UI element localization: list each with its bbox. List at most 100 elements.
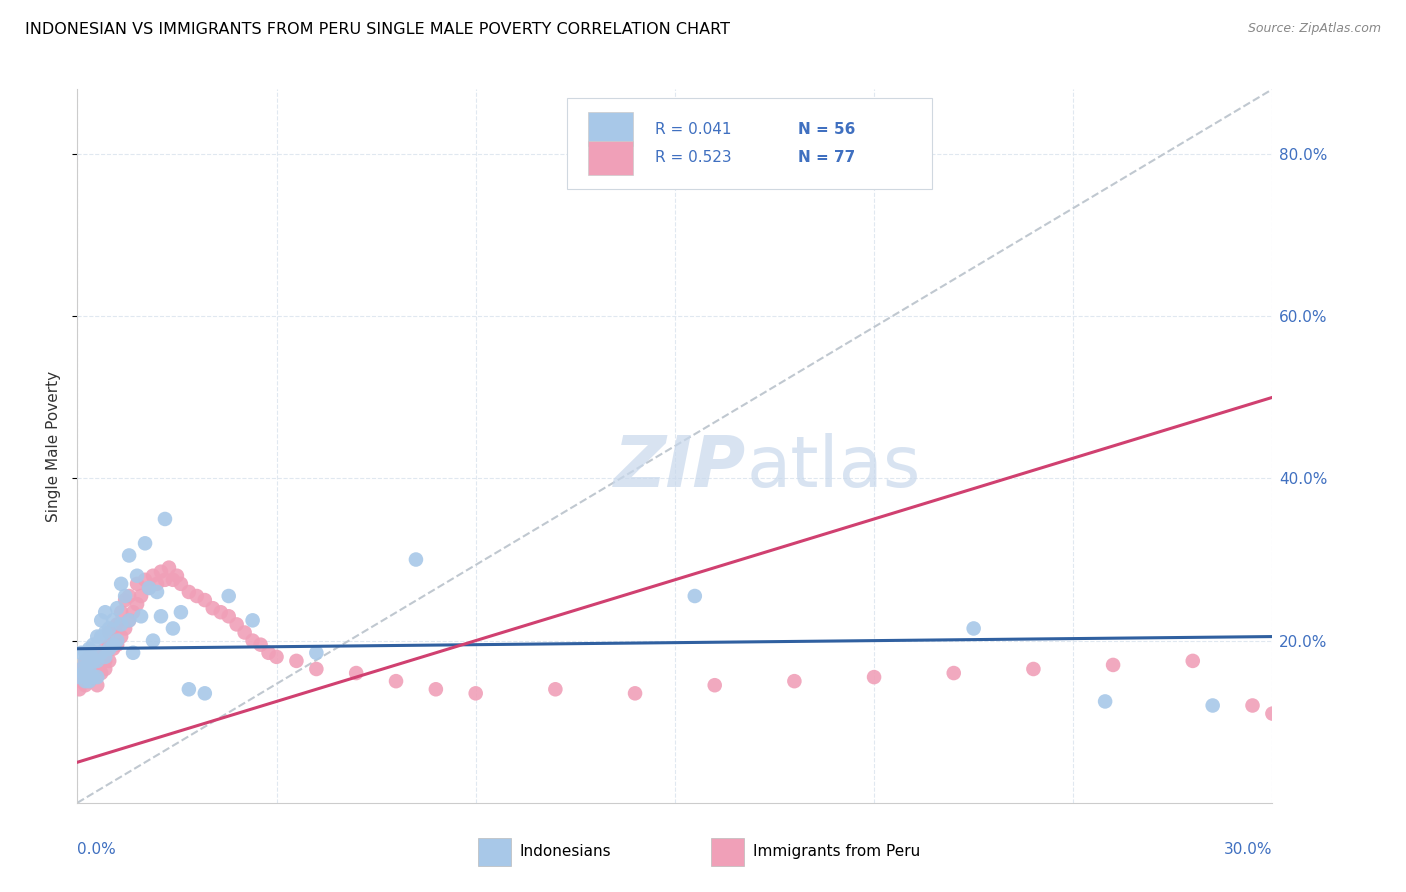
Point — [150, 565, 173, 579]
Point — [134, 573, 156, 587]
Point — [94, 641, 117, 656]
Point — [94, 605, 117, 619]
Point — [122, 605, 145, 619]
Point — [105, 601, 128, 615]
Point — [157, 560, 180, 574]
Point — [94, 649, 117, 664]
Point — [118, 589, 141, 603]
Point — [82, 638, 104, 652]
Point — [242, 613, 264, 627]
Point — [67, 682, 90, 697]
Point — [201, 601, 224, 615]
Point — [90, 666, 112, 681]
Point — [79, 649, 101, 664]
Point — [242, 633, 264, 648]
Point — [162, 622, 184, 636]
Point — [72, 666, 94, 681]
Point — [127, 577, 149, 591]
Text: R = 0.523: R = 0.523 — [655, 150, 731, 165]
Point — [209, 605, 232, 619]
Point — [79, 662, 101, 676]
Point — [134, 536, 156, 550]
Point — [70, 662, 93, 676]
Point — [82, 654, 104, 668]
Point — [783, 674, 806, 689]
Point — [150, 609, 173, 624]
Text: N = 56: N = 56 — [799, 121, 855, 136]
Point — [86, 654, 108, 668]
Point — [94, 625, 117, 640]
Point — [110, 617, 132, 632]
Point — [186, 589, 208, 603]
Bar — [478, 838, 512, 865]
Point — [110, 630, 132, 644]
Point — [1202, 698, 1225, 713]
Point — [153, 512, 176, 526]
Point — [90, 646, 112, 660]
Point — [1022, 662, 1045, 676]
Point — [67, 670, 90, 684]
Point — [75, 666, 97, 681]
Point — [129, 589, 152, 603]
Point — [344, 666, 367, 681]
Point — [114, 622, 136, 636]
Point — [103, 613, 124, 627]
Point — [127, 597, 149, 611]
Point — [153, 573, 176, 587]
Point — [218, 609, 240, 624]
Point — [405, 552, 427, 566]
Text: ZIP: ZIP — [614, 433, 747, 502]
Point — [233, 625, 256, 640]
Point — [1261, 706, 1284, 721]
Point — [94, 654, 117, 668]
Point — [75, 646, 97, 660]
Point — [98, 654, 121, 668]
Point — [194, 686, 217, 700]
Bar — [588, 141, 633, 175]
Point — [72, 670, 94, 684]
Point — [177, 585, 200, 599]
Bar — [711, 838, 744, 865]
Point — [98, 641, 121, 656]
Point — [863, 670, 886, 684]
Point — [385, 674, 408, 689]
Text: Immigrants from Peru: Immigrants from Peru — [752, 844, 920, 859]
Point — [98, 622, 121, 636]
Point — [162, 573, 184, 587]
Point — [1181, 654, 1204, 668]
Point — [464, 686, 486, 700]
Point — [75, 678, 97, 692]
Point — [98, 638, 121, 652]
Point — [177, 682, 200, 697]
Point — [544, 682, 567, 697]
Point — [114, 593, 136, 607]
Point — [82, 646, 104, 660]
Point — [70, 674, 93, 689]
Point — [122, 646, 145, 660]
Text: 0.0%: 0.0% — [77, 842, 117, 857]
Point — [963, 622, 986, 636]
Point — [86, 670, 108, 684]
Point — [146, 585, 169, 599]
Point — [118, 613, 141, 627]
Point — [75, 674, 97, 689]
Point — [76, 657, 98, 672]
Point — [79, 674, 101, 689]
Point — [624, 686, 647, 700]
Point — [103, 638, 124, 652]
FancyBboxPatch shape — [568, 98, 932, 189]
Point — [82, 670, 104, 684]
Point — [118, 613, 141, 627]
Point — [79, 662, 101, 676]
Point — [86, 678, 108, 692]
Point — [75, 654, 97, 668]
Point — [86, 630, 108, 644]
Point — [266, 649, 288, 664]
Point — [194, 593, 217, 607]
Point — [82, 670, 104, 684]
Point — [170, 605, 193, 619]
Point — [86, 646, 108, 660]
Point — [138, 581, 160, 595]
Y-axis label: Single Male Poverty: Single Male Poverty — [46, 370, 62, 522]
Text: Source: ZipAtlas.com: Source: ZipAtlas.com — [1247, 22, 1381, 36]
